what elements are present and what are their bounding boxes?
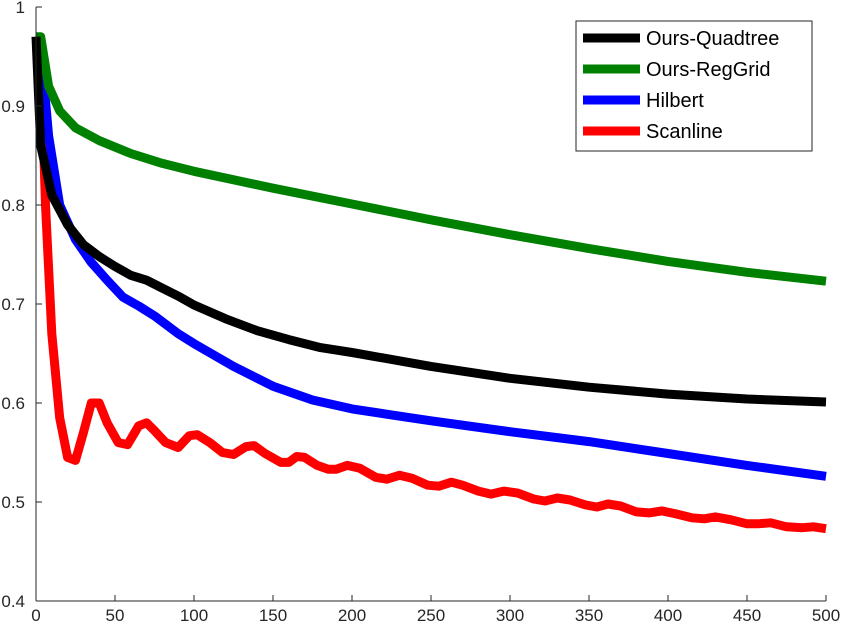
legend-label: Ours-RegGrid <box>646 59 770 81</box>
x-tick-label: 500 <box>812 606 840 625</box>
x-tick-label: 250 <box>417 606 445 625</box>
series-layer <box>31 32 827 534</box>
axes-layer <box>35 6 827 602</box>
series-line-scanline <box>31 35 827 534</box>
y-tick-label: 1 <box>16 0 25 17</box>
series-line-ours-quadtree <box>31 36 827 407</box>
x-tick-label: 450 <box>733 606 761 625</box>
x-tick-label: 150 <box>259 606 287 625</box>
y-tick-label: 0.7 <box>1 295 25 314</box>
x-tick-label: 400 <box>654 606 682 625</box>
series-line-ours-reggrid <box>36 32 827 286</box>
y-tick-label: 0.6 <box>1 394 25 413</box>
x-tick-label: 100 <box>180 606 208 625</box>
y-tick-label: 0.4 <box>1 592 25 611</box>
legend-label: Ours-Quadtree <box>646 28 779 50</box>
x-tick-label: 200 <box>338 606 366 625</box>
x-tick-label: 0 <box>31 606 40 625</box>
legend-label: Hilbert <box>646 90 704 112</box>
y-tick-label: 0.8 <box>1 196 25 215</box>
y-tick-label: 0.5 <box>1 493 25 512</box>
x-tick-label: 300 <box>496 606 524 625</box>
legend: Ours-Quadtree Ours-RegGrid Hilbert Scanline <box>575 20 813 152</box>
legend-label: Scanline <box>646 121 723 143</box>
x-tick-label: 350 <box>575 606 603 625</box>
y-tick-label: 0.9 <box>1 97 25 116</box>
x-tick-label: 50 <box>106 606 125 625</box>
